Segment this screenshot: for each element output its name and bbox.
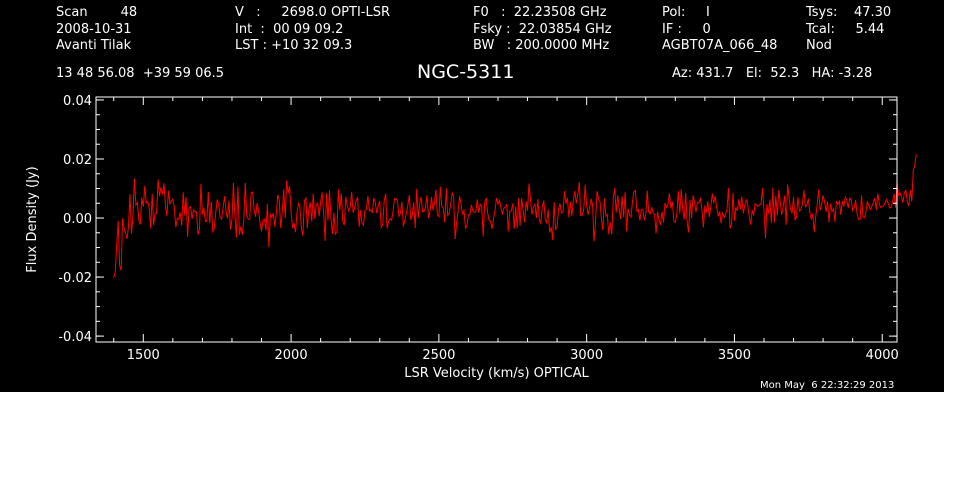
frequency-info-line-2: Fsky : 22.03854 GHz — [473, 22, 612, 37]
az-el-ha-readout: Az: 431.7 El: 52.3 HA: -3.28 — [672, 66, 873, 81]
velocity-info-line-2: Int : 00 09 09.2 — [235, 22, 344, 37]
y-tick-label: -0.02 — [58, 271, 92, 286]
y-tick-label: 0.04 — [63, 94, 92, 109]
x-tick-label: 2000 — [275, 348, 308, 363]
spectrum-line — [113, 154, 917, 278]
pol-info-line-2: IF : 0 — [662, 22, 711, 37]
x-tick-label: 4000 — [866, 348, 899, 363]
pol-info-line-3: AGBT07A_066_48 — [662, 38, 778, 53]
source-coordinates: 13 48 56.08 +39 59 06.5 — [56, 66, 225, 81]
velocity-info-line-1: V : 2698.0 OPTI-LSR — [235, 5, 391, 20]
plot-timestamp: Mon May 6 22:32:29 2013 — [760, 380, 895, 391]
y-tick-label: 0.02 — [63, 153, 92, 168]
plot-frame — [95, 96, 898, 343]
frequency-info-line-3: BW : 200.0000 MHz — [473, 38, 610, 53]
velocity-info-line-3: LST : +10 32 09.3 — [235, 38, 353, 53]
tsys-info-line-1: Tsys: 47.30 — [806, 5, 892, 20]
frequency-info-line-1: F0 : 22.23508 GHz — [473, 5, 607, 20]
y-axis-label: Flux Density (Jy) — [25, 166, 40, 272]
x-tick-label: 3000 — [570, 348, 603, 363]
scan-info-line-3: Avanti Tilak — [56, 38, 132, 53]
y-tick-label: 0.00 — [63, 212, 92, 227]
tsys-info-line-3: Nod — [806, 38, 832, 53]
x-tick-label: 1500 — [127, 348, 160, 363]
tsys-info-line-2: Tcal: 5.44 — [806, 22, 885, 37]
source-name-title: NGC-5311 — [417, 61, 515, 83]
scan-info-line-1: Scan 48 — [56, 5, 138, 20]
x-axis-label: LSR Velocity (km/s) OPTICAL — [404, 366, 589, 381]
spectrum-chart: 1500 2000 2500 3000 3500 4000 -0.04 -0.02 0.00 0.… — [25, 94, 917, 381]
scan-info-line-2: 2008-10-31 — [56, 22, 132, 37]
y-tick-label: -0.04 — [58, 330, 92, 345]
x-tick-label: 3500 — [718, 348, 751, 363]
x-tick-label: 2500 — [422, 348, 455, 363]
pol-info-line-1: Pol: I — [662, 5, 710, 20]
